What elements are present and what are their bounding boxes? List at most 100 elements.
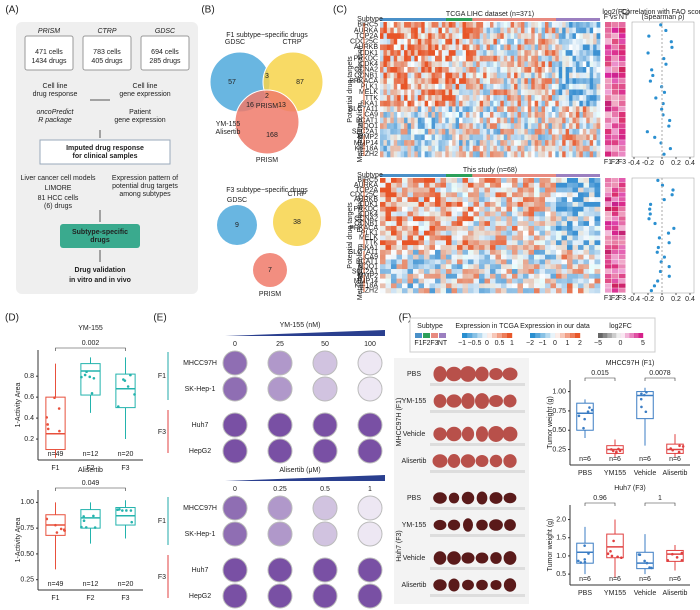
fc-cell [605,211,612,216]
heat-cell [579,50,584,57]
heat-cell [567,221,573,227]
heat-cell [445,50,450,57]
heat-cell [431,67,436,73]
heat-cell [503,134,508,141]
heat-cell [457,216,463,222]
y-tick-label: 0.4 [24,415,34,422]
heat-cell [473,187,480,193]
heat-cell [524,128,529,135]
fc-cell [605,221,612,226]
heat-cell [390,140,395,147]
heat-cell [383,134,388,141]
heat-cell [524,38,529,45]
heat-cell [583,278,590,284]
well [267,521,293,547]
group-label: F1 [158,373,166,380]
heat-cell [579,38,584,45]
heat-cell [493,83,498,90]
corr-dot [667,274,671,278]
heat-cell [534,72,539,79]
heat-cell [517,128,522,135]
x-tick-label: Alisertib [663,590,688,597]
heat-cell [385,187,392,193]
heat-cell [429,240,436,246]
heat-cell [385,264,392,270]
jitter-point [680,558,684,562]
heat-cell [495,216,502,222]
heat-cell [548,55,553,62]
heat-cell [383,27,388,34]
well [312,495,338,521]
heat-cell [514,38,518,45]
heat-cell [572,50,577,57]
heat-cell [562,22,566,28]
heat-cell [446,283,452,289]
heat-cell [400,134,405,141]
heat-cell [503,67,508,73]
heat-cell [582,112,587,118]
heat-cell [484,197,491,203]
heat-cell [385,182,392,188]
fc-cell [612,112,619,118]
heat-cell [524,55,529,62]
heat-cell [441,67,446,73]
heat-cell [575,22,580,28]
heat-cell [593,100,597,107]
heat-cell [400,78,405,85]
heat-cell [575,151,580,158]
heat-cell [391,278,397,284]
heat-cell [562,123,566,130]
heat-cell [459,61,463,68]
heat-cell [459,72,463,79]
heat-cell [435,123,439,130]
heat-cell [435,151,439,158]
heat-cell [473,283,480,289]
heat-cell [479,134,484,141]
heat-cell [589,72,594,79]
heat-cell [512,178,518,184]
fc-cell [612,27,619,33]
heat-cell [451,225,458,232]
heat-cell [424,221,430,227]
heat-cell [397,134,401,141]
heat-cell [490,123,494,130]
heat-cell [414,33,419,40]
heat-cell [380,27,384,34]
y-label: 1-Activity Area [15,383,22,428]
venn-count: 2 [265,93,269,100]
gene: CA9 [364,254,378,261]
heat-cell [528,187,535,193]
heat-cell [556,211,562,217]
heat-cell [523,249,529,255]
heat-cell [565,22,570,28]
heat-cell [435,27,439,34]
heat-cell [390,72,395,79]
heat-cell [500,134,505,141]
heat-cell [551,27,556,34]
heat-cell [575,128,580,135]
heat-cell [534,123,539,130]
gradient-step [482,333,488,338]
jitter-point [90,392,94,395]
heat-cell [541,134,546,141]
heat-cell [578,259,584,265]
heat-cell [457,187,463,193]
legend-title: Expression in TCGA [455,323,519,330]
heat-cell [396,288,403,294]
heat-cell [490,206,496,212]
heat-cell [593,95,597,102]
heat-cell [418,178,425,184]
heat-cell [569,151,573,158]
corr-tick-label: 0.4 [685,160,695,167]
heat-cell [386,44,391,51]
heat-cell [431,123,436,130]
legend-item: F3 [430,340,438,347]
heat-cell [391,187,397,193]
heat-cell [421,38,425,45]
heat-cell [528,225,535,232]
heat-cell [410,72,415,79]
heat-cell [493,72,498,79]
heat-cell [545,78,549,85]
heat-cell [424,264,430,270]
gene: TOP2A [355,187,378,194]
